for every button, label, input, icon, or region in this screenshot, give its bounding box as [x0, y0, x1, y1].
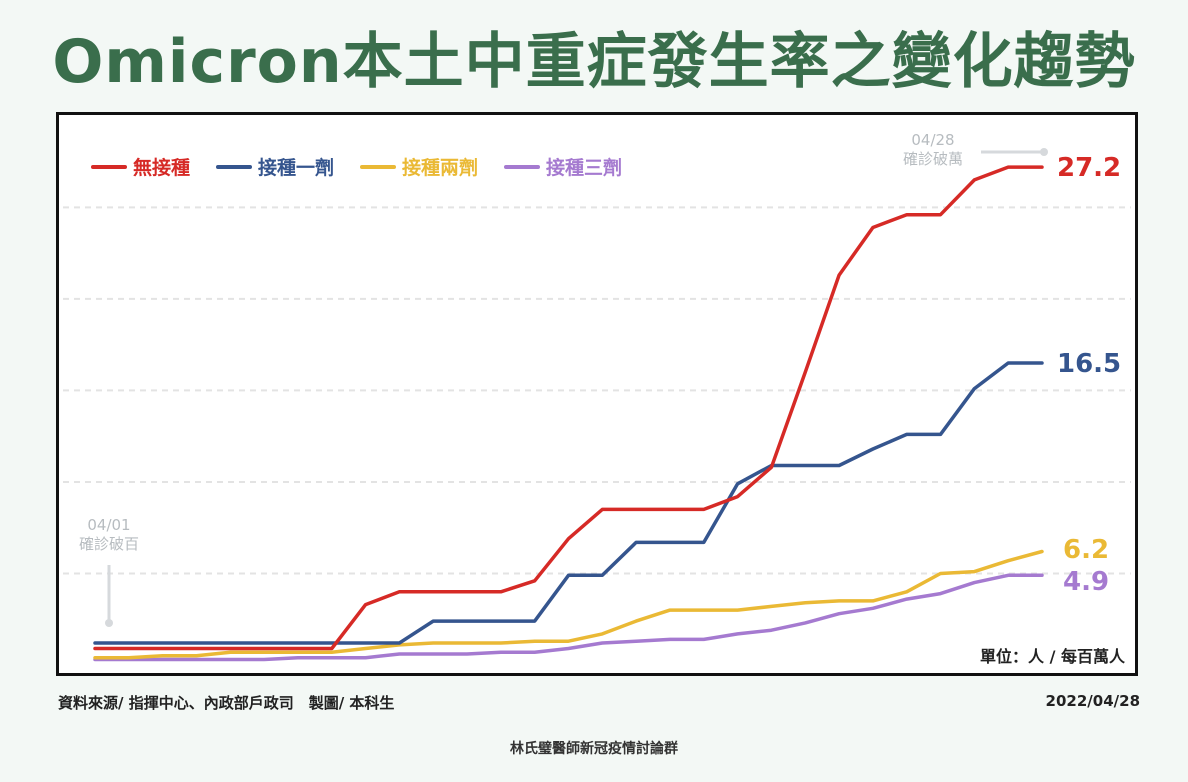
end-label-unvaccinated: 27.2 — [1057, 153, 1122, 183]
series-line-unvaccinated — [93, 165, 1044, 651]
series-line-three-dose — [93, 573, 1044, 662]
legend-item-one-dose: 接種一劑 — [216, 153, 334, 180]
source-credit: 資料來源/ 指揮中心、內政部戶政司 製圖/ 本科生 — [58, 694, 395, 712]
end-label-three-dose: 4.9 — [1063, 567, 1110, 597]
end-label-two-dose: 6.2 — [1063, 535, 1110, 565]
annotation-first-text: 確診破百 — [78, 535, 139, 553]
annotation-first-date: 04/01 — [87, 516, 131, 534]
legend-item-unvaccinated: 無接種 — [91, 153, 190, 180]
series-line-one-dose — [93, 361, 1044, 645]
legend-label-one-dose: 接種一劑 — [258, 157, 335, 179]
chart-frame: 無接種 接種一劑 接種兩劑 接種三劑 04/01 確診破百 04/28 確診破萬… — [56, 112, 1138, 676]
annotation-last: 04/28 確診破萬 — [891, 131, 975, 169]
legend-label-two-dose: 接種兩劑 — [402, 157, 479, 179]
unit-label: 單位：人 / 每百萬人 — [980, 647, 1125, 666]
legend-item-three-dose: 接種三劑 — [504, 153, 622, 180]
series-line-two-dose — [93, 549, 1044, 660]
legend: 無接種 接種一劑 接種兩劑 接種三劑 — [91, 153, 622, 180]
chart-plot — [63, 148, 1131, 662]
legend-label-three-dose: 接種三劑 — [546, 157, 623, 179]
annotation-last-text: 確診破萬 — [902, 150, 963, 168]
group-credit: 林氏璧醫師新冠疫情討論群 — [510, 741, 678, 757]
annotation-last-dot — [1040, 148, 1048, 156]
annotation-first: 04/01 確診破百 — [67, 516, 151, 554]
legend-swatch-unvaccinated — [91, 164, 127, 169]
legend-swatch-two-dose — [360, 164, 397, 169]
chart-title: Omicron本土中重症發生率之變化趨勢 — [52, 27, 1136, 97]
legend-swatch-one-dose — [216, 164, 253, 169]
legend-swatch-three-dose — [504, 164, 541, 169]
legend-label-unvaccinated: 無接種 — [133, 157, 191, 179]
publish-date: 2022/04/28 — [1045, 692, 1140, 710]
annotation-first-dot — [105, 619, 113, 627]
legend-item-two-dose: 接種兩劑 — [360, 153, 478, 180]
end-label-one-dose: 16.5 — [1057, 349, 1122, 379]
annotation-last-date: 04/28 — [911, 131, 955, 149]
